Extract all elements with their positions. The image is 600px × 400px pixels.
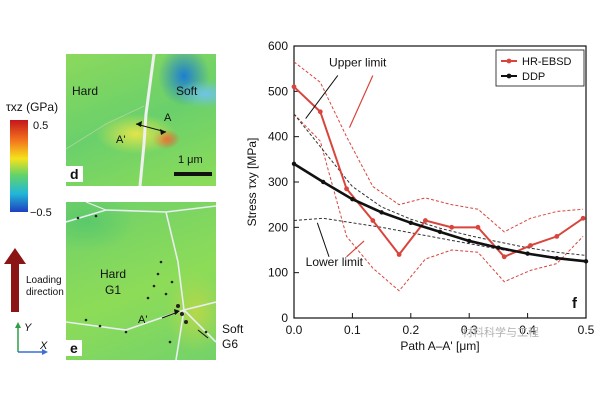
y-tick-label: 600 xyxy=(268,39,288,53)
stress-map-d: Hard Soft A A' 1 μm d xyxy=(66,54,216,186)
x-tick-label: 0.2 xyxy=(402,323,419,337)
series-point-0 xyxy=(554,234,560,239)
y-tick-label: 500 xyxy=(268,84,288,98)
annotation-lower-leader-red xyxy=(346,240,365,258)
series-point-1 xyxy=(554,255,559,261)
x-tick-label: 0.5 xyxy=(578,323,595,337)
grain-boundary-d xyxy=(66,54,167,186)
scale-bar xyxy=(174,172,212,176)
watermark-text: 材料科学与工程 xyxy=(462,327,539,339)
colorbar-max-label: 0.5 xyxy=(33,120,49,132)
x-tick-label: 0.1 xyxy=(344,323,361,337)
y-axis-label: Stress τxy [MPa] xyxy=(245,138,259,227)
annotation-upper-leader-red xyxy=(348,75,374,128)
series-point-1 xyxy=(408,220,413,225)
series-point-0 xyxy=(501,254,507,260)
axis-x-key: X xyxy=(40,340,48,352)
series-point-0 xyxy=(528,243,533,248)
x-tick-label: 0.4 xyxy=(519,323,536,337)
panel-d-point-a: A xyxy=(164,112,172,124)
y-tick-label: 300 xyxy=(268,175,288,189)
bound-line-2 xyxy=(293,113,587,256)
panel-e-point-a-prime: A' xyxy=(138,314,148,326)
panel-d-hard-label: Hard xyxy=(72,84,99,98)
series-point-1 xyxy=(583,259,589,264)
grain-boundaries-e xyxy=(66,202,216,360)
annotation-upper-leader xyxy=(305,75,339,119)
loading-label-line1: Loading xyxy=(26,275,62,286)
panel-d-letter: d xyxy=(66,166,83,182)
x-axis-label: Path A–A' [μm] xyxy=(400,339,479,353)
series-point-1 xyxy=(291,161,297,167)
series-line-ddp xyxy=(293,162,587,263)
y-tick-label: 0 xyxy=(281,311,288,325)
loading-label: Loading direction xyxy=(26,275,64,299)
bound-line-0 xyxy=(293,61,584,233)
legend-box xyxy=(495,49,585,87)
series-point-0 xyxy=(344,186,349,192)
series-point-0 xyxy=(291,84,297,90)
series-point-0 xyxy=(317,109,323,115)
series-point-0 xyxy=(370,218,376,223)
series-point-0 xyxy=(396,252,402,257)
panel-e-hard-line1: Hard xyxy=(100,267,127,281)
stress-chart: 0 100 200 300 400 500 600 0.0 0.1 0.2 0.3 0.4 0.5 Pat… xyxy=(245,39,595,353)
annotation-lower-limit: Lower limit xyxy=(306,255,364,269)
xy-axes-icon xyxy=(15,322,48,355)
x-tick-label: 0.3 xyxy=(461,323,478,337)
panel-e-soft-label: Soft G6 xyxy=(222,322,243,352)
panel-e-hard-line2: G1 xyxy=(105,283,122,297)
x-tick-label: 0.0 xyxy=(286,323,303,337)
loading-arrow-icon xyxy=(4,248,26,312)
series-point-1 xyxy=(437,229,443,235)
series-point-0 xyxy=(580,215,586,221)
legend-label-0: HR-EBSD xyxy=(522,56,572,68)
panel-e-hard-label: Hard G1 xyxy=(100,266,126,298)
panel-e-soft-line2: G6 xyxy=(222,337,239,351)
series-point-0 xyxy=(423,218,428,223)
colorbar xyxy=(10,120,28,212)
legend-marker-0 xyxy=(506,58,512,64)
axis-y-key: Y xyxy=(24,322,32,334)
annotation-lower-leader xyxy=(316,222,330,257)
series-point-1 xyxy=(321,179,326,185)
panel-e-soft-line1: Soft xyxy=(222,322,244,336)
panel-d-soft-label: Soft xyxy=(176,84,198,98)
panel-e-letter: e xyxy=(66,340,82,356)
annotation-upper-limit: Upper limit xyxy=(329,55,387,69)
grain-map-e: Hard G1 A' e xyxy=(66,202,216,360)
loading-label-line2: direction xyxy=(26,287,64,298)
series-point-1 xyxy=(525,251,530,256)
series-point-1 xyxy=(496,245,501,250)
plot-frame xyxy=(293,45,587,319)
y-tick-label: 400 xyxy=(268,130,288,144)
series-line-hr-ebsd xyxy=(293,86,584,259)
series-point-1 xyxy=(467,238,472,244)
colorbar-label: τxz (GPa) xyxy=(6,100,59,114)
series-point-1 xyxy=(379,210,384,215)
legend-label-1: DDP xyxy=(522,71,545,83)
series-point-0 xyxy=(475,224,481,230)
panel-f-letter: f xyxy=(572,295,578,312)
panel-d-point-a-prime: A' xyxy=(116,134,126,146)
scale-bar-label: 1 μm xyxy=(178,154,203,166)
y-tick-label: 100 xyxy=(268,266,288,280)
legend-marker-1 xyxy=(506,73,512,79)
y-tick-label: 200 xyxy=(268,220,288,234)
colorbar-min-label: −0.5 xyxy=(30,207,52,219)
series-point-1 xyxy=(350,197,355,202)
series-point-0 xyxy=(449,224,455,230)
bound-line-1 xyxy=(293,113,584,292)
